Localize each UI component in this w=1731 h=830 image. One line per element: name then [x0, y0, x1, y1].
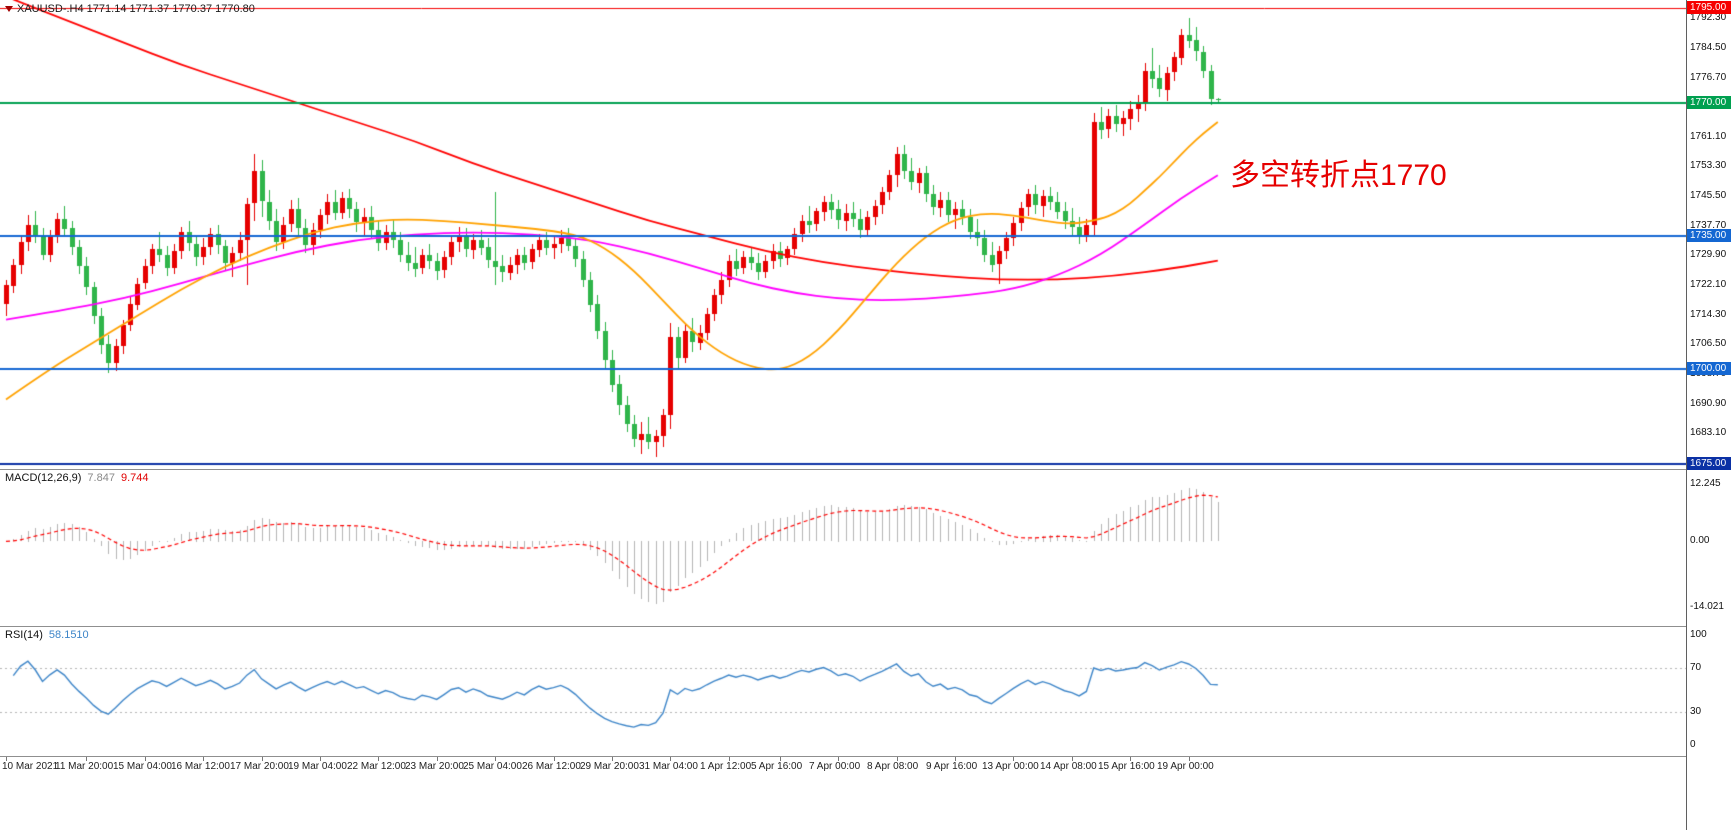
time-axis-label: 9 Apr 16:00 — [926, 761, 978, 772]
ohlc-title: XAUUSD-.H4 1771.14 1771.37 1770.37 1770.… — [5, 3, 255, 15]
macd-axis-label: 12.245 — [1690, 478, 1721, 489]
time-axis-label: 5 Apr 16:00 — [751, 761, 803, 772]
time-axis-label: 7 Apr 00:00 — [809, 761, 861, 772]
time-axis-label: 29 Mar 20:00 — [580, 761, 639, 772]
price-axis-label: 1753.30 — [1690, 160, 1727, 171]
time-axis-label: 15 Mar 04:00 — [113, 761, 172, 772]
price-level-tag: 1735.00 — [1687, 229, 1731, 242]
symbol-ohlc-text: XAUUSD-.H4 1771.14 1771.37 1770.37 1770.… — [17, 3, 255, 15]
price-axis-label: 1706.50 — [1690, 338, 1727, 349]
price-axis-label: 1690.90 — [1690, 398, 1727, 409]
time-axis-tick — [897, 757, 898, 761]
macd-value-signal: 9.744 — [120, 472, 149, 484]
price-axis-label: 1683.10 — [1690, 427, 1727, 438]
rsi-panel: RSI(14) 58.1510 — [0, 627, 1686, 757]
rsi-axis-label: 70 — [1690, 662, 1702, 673]
price-axis-label: 1784.50 — [1690, 42, 1727, 53]
main-chart-panel: XAUUSD-.H4 1771.14 1771.37 1770.37 1770.… — [0, 0, 1686, 470]
panel-separator[interactable] — [0, 756, 1731, 757]
time-axis-label: 13 Apr 00:00 — [982, 761, 1039, 772]
time-axis-tick — [955, 757, 956, 761]
time-axis-tick — [1130, 757, 1131, 761]
time-axis-label: 1 Apr 12:00 — [700, 761, 752, 772]
price-level-tag: 1795.00 — [1687, 1, 1731, 14]
price-level-tag: 1700.00 — [1687, 362, 1731, 375]
macd-axis-label: -14.021 — [1690, 601, 1724, 612]
time-axis-tick — [145, 757, 146, 761]
time-axis-tick — [612, 757, 613, 761]
price-axis[interactable]: 1792.301784.501776.701768.901761.101753.… — [1686, 0, 1731, 830]
time-axis-tick — [1072, 757, 1073, 761]
price-axis-label: 1737.70 — [1690, 220, 1727, 231]
macd-label: MACD(12,26,9) 7.847 9.744 — [5, 472, 148, 484]
time-axis-label: 15 Apr 16:00 — [1098, 761, 1155, 772]
price-axis-label: 1714.30 — [1690, 309, 1727, 320]
time-axis-tick — [670, 757, 671, 761]
macd-canvas[interactable] — [0, 470, 1686, 627]
time-axis-label: 16 Mar 12:00 — [171, 761, 230, 772]
time-axis-tick — [729, 757, 730, 761]
price-axis-label: 1792.30 — [1690, 12, 1727, 23]
time-axis[interactable]: 10 Mar 2021 11 Mar 20:00 15 Mar 04:00 16 Ma… — [0, 757, 1686, 830]
time-axis-label: 23 Mar 20:00 — [405, 761, 464, 772]
rsi-axis-label: 0 — [1690, 739, 1696, 750]
macd-name: MACD(12,26,9) — [5, 472, 82, 484]
time-axis-tick — [378, 757, 379, 761]
rsi-axis-label: 30 — [1690, 706, 1702, 717]
time-axis-tick — [6, 757, 7, 761]
rsi-canvas[interactable] — [0, 627, 1686, 757]
price-axis-label: 1722.10 — [1690, 279, 1727, 290]
price-axis-label: 1776.70 — [1690, 72, 1727, 83]
time-axis-tick — [203, 757, 204, 761]
time-axis-tick — [495, 757, 496, 761]
time-axis-tick — [1013, 757, 1014, 761]
time-axis-tick — [1189, 757, 1190, 761]
time-axis-tick — [554, 757, 555, 761]
tick-down-arrow-icon — [5, 6, 13, 12]
price-axis-label: 1729.90 — [1690, 249, 1727, 260]
panel-separator[interactable] — [0, 626, 1731, 627]
price-axis-label: 1745.50 — [1690, 190, 1727, 201]
time-axis-label: 31 Mar 04:00 — [639, 761, 698, 772]
time-axis-label: 17 Mar 20:00 — [230, 761, 289, 772]
time-axis-label: 26 Mar 12:00 — [522, 761, 581, 772]
time-axis-label: 11 Mar 20:00 — [55, 761, 114, 772]
panel-separator[interactable] — [0, 469, 1731, 470]
rsi-axis-label: 100 — [1690, 629, 1707, 640]
time-axis-tick — [437, 757, 438, 761]
time-axis-label: 8 Apr 08:00 — [867, 761, 919, 772]
time-axis-label: 19 Apr 00:00 — [1157, 761, 1214, 772]
rsi-value: 58.1510 — [48, 629, 89, 641]
time-axis-label: 22 Mar 12:00 — [347, 761, 406, 772]
price-level-tag: 1675.00 — [1687, 457, 1731, 470]
macd-value-main: 7.847 — [87, 472, 115, 484]
time-axis-tick — [320, 757, 321, 761]
rsi-label: RSI(14) 58.1510 — [5, 629, 89, 641]
time-axis-label: 10 Mar 2021 — [2, 761, 59, 772]
time-axis-tick — [86, 757, 87, 761]
price-axis-label: 1761.10 — [1690, 131, 1727, 142]
time-axis-tick — [262, 757, 263, 761]
time-axis-label: 14 Apr 08:00 — [1040, 761, 1097, 772]
macd-panel: MACD(12,26,9) 7.847 9.744 — [0, 470, 1686, 627]
price-annotation: 多空转折点1770 — [1230, 159, 1447, 192]
time-axis-label: 25 Mar 04:00 — [463, 761, 522, 772]
time-axis-tick — [838, 757, 839, 761]
rsi-name: RSI(14) — [5, 629, 43, 641]
main-chart-canvas[interactable] — [0, 0, 1686, 470]
price-level-tag: 1770.00 — [1687, 96, 1731, 109]
time-axis-tick — [780, 757, 781, 761]
time-axis-label: 19 Mar 04:00 — [288, 761, 347, 772]
macd-axis-label: 0.00 — [1690, 535, 1710, 546]
